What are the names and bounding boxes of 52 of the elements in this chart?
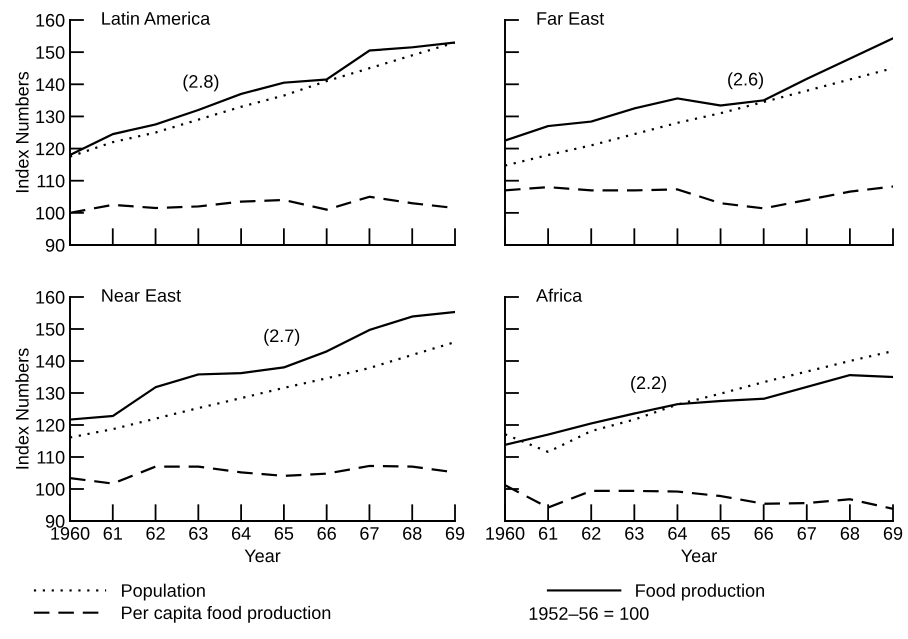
y-tick-label: 120: [36, 142, 64, 156]
y-tick-label: 160: [36, 290, 64, 304]
x-axis-title: Year: [244, 550, 280, 562]
x-tick-label: 65: [274, 527, 294, 540]
y-axis-title: Index Numbers: [15, 348, 29, 469]
x-tick-label: 66: [754, 527, 773, 540]
chart-title: Africa: [536, 288, 582, 302]
x-tick-label: 64: [232, 527, 251, 540]
text: 1952–56 = 100: [530, 607, 649, 620]
legend-label: Per capita food production: [122, 606, 330, 623]
y-tick-label: 130: [36, 110, 64, 124]
y-tick-label: 120: [36, 418, 64, 432]
chart-title: Near East: [102, 289, 181, 302]
annotation: (2.7): [264, 328, 300, 346]
x-tick-label: 67: [360, 527, 379, 540]
chart-title: Latin America: [102, 12, 210, 25]
y-tick-label: 140: [36, 354, 64, 368]
x-tick-label: 64: [668, 527, 687, 540]
chart-title: Far East: [538, 12, 604, 25]
y-tick-label: 100: [36, 206, 64, 220]
y-tick-label: 90: [46, 238, 64, 252]
x-tick-label: 62: [146, 527, 165, 540]
y-tick-label: 150: [36, 322, 64, 336]
x-tick-label: 61: [104, 527, 122, 540]
y-tick-label: 90: [46, 514, 64, 528]
x-axis-title: Year: [681, 550, 717, 562]
x-tick-label: 69: [884, 527, 902, 540]
x-tick-label: 68: [403, 527, 422, 540]
y-tick-label: 110: [38, 450, 64, 464]
x-tick-label: 63: [189, 527, 208, 540]
x-tick-label: 68: [840, 527, 860, 540]
y-tick-label: 110: [38, 174, 64, 188]
y-tick-label: 150: [36, 46, 64, 59]
x-tick-label: 66: [318, 527, 336, 540]
y-tick-label: 140: [36, 78, 64, 92]
y-axis-title: Index Numbers: [15, 72, 29, 192]
x-tick-label: 1960: [51, 527, 90, 540]
y-tick-label: 100: [36, 482, 64, 496]
x-tick-label: 69: [446, 527, 464, 540]
annotation: (2.2): [631, 376, 666, 393]
annotation: (2.6): [728, 72, 764, 90]
x-tick-label: 67: [798, 527, 816, 540]
x-tick-label: 62: [582, 527, 600, 540]
x-tick-label: 1960: [486, 527, 524, 540]
legend-label: Food production: [636, 584, 764, 600]
y-tick-label: 160: [36, 14, 64, 27]
x-tick-label: 65: [711, 527, 730, 540]
x-tick-label: 61: [538, 527, 558, 540]
legend-label: Population: [122, 584, 205, 600]
y-tick-label: 130: [36, 386, 64, 400]
annotation: (2.8): [183, 74, 218, 92]
x-tick-label: 63: [625, 527, 644, 540]
